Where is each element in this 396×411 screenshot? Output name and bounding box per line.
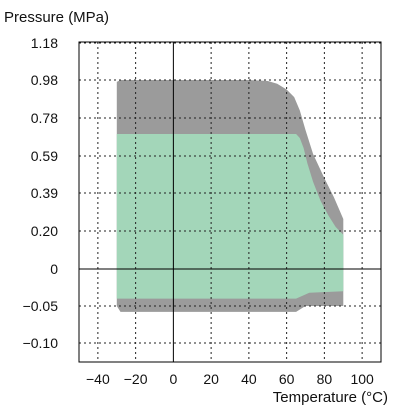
plot-frame [78,41,382,363]
plot-area: −0.10 −0.05 0 0.20 0.39 0.59 0.78 0.98 1.18 −40 −2… [23,35,382,387]
y-tick-label: −0.05 [23,298,59,314]
x-tick-label: 80 [317,371,333,387]
y-tick-label: 0.78 [31,110,58,126]
x-tick-label: −40 [86,371,110,387]
y-tick-label: 1.18 [31,35,58,51]
x-tick-label: −20 [124,371,148,387]
y-tick-label: 0.39 [31,185,58,201]
y-tick-label: 0.59 [31,148,58,164]
y-tick-label: −0.10 [23,335,59,351]
y-axis-title: Pressure (MPa) [4,9,109,26]
x-axis-title: Temperature (°C) [273,389,388,406]
x-tick-label: 20 [203,371,219,387]
y-tick-label: 0.20 [31,223,58,239]
y-tick-label: 0 [50,261,58,277]
x-tick-label: 0 [169,371,177,387]
x-tick-label: 40 [241,371,257,387]
x-tick-label: 100 [350,371,374,387]
x-tick-label: 60 [279,371,295,387]
y-tick-label: 0.98 [31,72,58,88]
